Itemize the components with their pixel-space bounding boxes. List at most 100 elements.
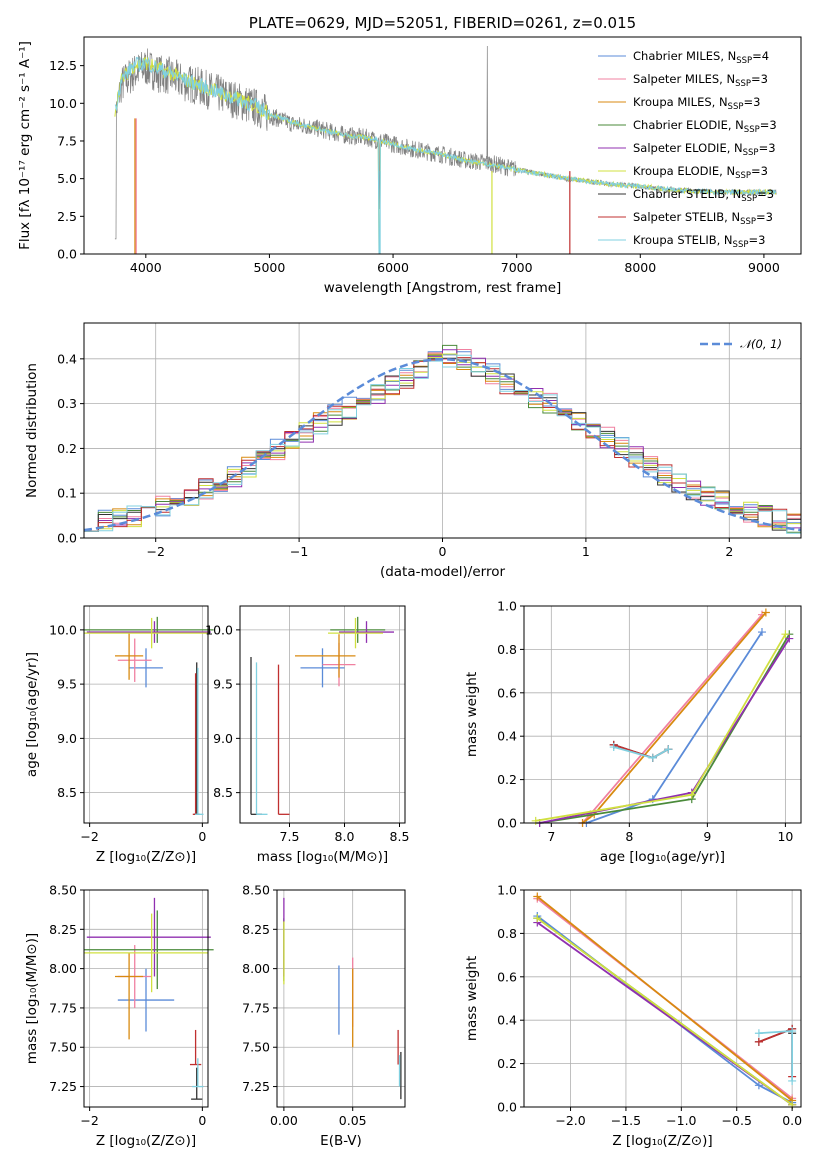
- series-line: [758, 1030, 793, 1081]
- errorbar-point: [277, 664, 290, 815]
- age_vs_Z-ylabel: age [log₁₀(age/yr)]: [24, 652, 40, 777]
- legend: [598, 55, 626, 241]
- y-tick-label: 0.0: [497, 1100, 517, 1115]
- series-marker: [781, 630, 790, 639]
- x-tick-label: −2: [146, 544, 164, 559]
- legend-value: =3: [757, 187, 774, 201]
- y-tick-label: 0.0: [57, 531, 77, 546]
- x-tick-label: 7000: [501, 260, 533, 275]
- x-tick-label: 0: [439, 544, 447, 559]
- legend-label: Chabrier MILES, NSSP=4: [633, 49, 769, 66]
- errorbar-point: [84, 913, 208, 993]
- y-tick-label: 0.6: [497, 969, 517, 984]
- y-tick-label: 8.50: [49, 883, 77, 898]
- residuals-xlabel: (data-model)/error: [380, 564, 506, 580]
- series-marker: [533, 892, 542, 901]
- y-tick-label: 7.25: [49, 1079, 77, 1094]
- series-marker: [754, 1029, 763, 1038]
- histogram-series: [83, 354, 802, 538]
- series-marker: [648, 753, 657, 762]
- y-tick-label: 9.5: [57, 677, 77, 692]
- y-tick-label: 10.0: [49, 622, 77, 637]
- y-tick-label: 9.5: [213, 677, 233, 692]
- y-tick-label: 0.1: [57, 486, 77, 501]
- x-tick-label: 6000: [377, 260, 409, 275]
- errorbar-point: [300, 648, 345, 688]
- series-marker: [785, 634, 794, 643]
- errorbar-point: [84, 617, 208, 649]
- mass_vs_EBV-frame: [276, 889, 406, 1108]
- errorbar-point: [115, 632, 144, 680]
- y-tick-label: 8.5: [57, 785, 77, 800]
- y-tick-label: 8.00: [49, 961, 77, 976]
- x-tick-label: 1: [582, 544, 590, 559]
- x-tick-label: 0: [198, 1113, 206, 1128]
- y-tick-label: 0.8: [497, 926, 517, 941]
- x-tick-label: 8000: [624, 260, 656, 275]
- legend-subscript: SSP: [728, 102, 744, 112]
- y-tick-label: 5.0: [57, 171, 77, 186]
- y-tick-label: 0.4: [57, 351, 77, 366]
- massweight_vs_age-xlabel: age [log₁₀(age/yr)]: [600, 849, 725, 865]
- massweight_vs_age-frame: [523, 605, 802, 824]
- chart-title: PLATE=0629, MJD=52051, FIBERID=0261, z=0…: [249, 14, 636, 32]
- y-tick-label: 9.0: [213, 731, 233, 746]
- y-tick-label: 8.00: [242, 961, 270, 976]
- series-marker: [761, 608, 770, 617]
- y-tick-label: 0.2: [57, 441, 77, 456]
- series-line: [536, 895, 793, 1102]
- y-tick-label: 2.5: [57, 209, 77, 224]
- x-tick-label: −1: [290, 544, 308, 559]
- age_vs_Z-axes: [84, 606, 208, 823]
- y-tick-label: 8.25: [242, 922, 270, 937]
- y-tick-label: 1.0: [497, 883, 517, 898]
- massweight_vs_Z-frame: [523, 889, 802, 1108]
- y-tick-label: 7.50: [242, 1040, 270, 1055]
- y-tick-label: 0.2: [497, 1056, 517, 1071]
- mass_vs_Z-ylabel: mass [log₁₀(M/M⊙)]: [24, 933, 40, 1064]
- y-tick-label: 0.4: [497, 729, 517, 744]
- errorbar-point: [84, 910, 214, 990]
- age_vs_mass-xlabel: mass [log₁₀(M/M⊙)]: [257, 849, 388, 865]
- y-tick-label: 1.0: [497, 599, 517, 614]
- legend-subscript: SSP: [733, 240, 749, 250]
- legend-value: =3: [756, 210, 773, 224]
- legend-label: Salpeter STELIB, NSSP=3: [633, 210, 773, 227]
- y-tick-label: 0.0: [57, 247, 77, 262]
- x-tick-label: 9000: [748, 260, 780, 275]
- y-tick-label: 7.75: [242, 1000, 270, 1015]
- series-marker: [664, 745, 673, 754]
- legend-label: Kroupa STELIB, NSSP=3: [633, 233, 765, 250]
- y-tick-label: 10.0: [205, 622, 233, 637]
- x-tick-label: 8.0: [335, 829, 355, 844]
- age_vs_mass-axes: [240, 606, 405, 823]
- y-tick-label: 8.50: [242, 883, 270, 898]
- y-tick-label: 0.3: [57, 396, 77, 411]
- spectrum-xlabel: wavelength [Angstrom, rest frame]: [324, 280, 562, 296]
- mass_vs_EBV-xlabel: E(B-V): [320, 1133, 362, 1149]
- spectrum-plot: [114, 45, 777, 254]
- x-tick-label: −1.0: [666, 1113, 696, 1128]
- errorbar-point: [195, 667, 204, 815]
- normal-curve: [83, 358, 802, 532]
- series-line: [586, 631, 763, 824]
- massweight_vs_Z-ylabel: mass weight: [464, 956, 480, 1041]
- legend-label: 𝒩(0, 1): [740, 337, 782, 351]
- errorbar-point: [86, 621, 211, 643]
- legend-label: Kroupa MILES, NSSP=3: [633, 95, 760, 112]
- x-tick-label: 5000: [254, 260, 286, 275]
- legend-subscript: SSP: [741, 194, 757, 204]
- x-tick-label: 0: [198, 829, 206, 844]
- legend-subscript: SSP: [744, 125, 760, 135]
- x-tick-label: 0.05: [339, 1113, 367, 1128]
- legend-value: =3: [751, 164, 768, 178]
- series-model: [114, 56, 777, 254]
- series-line: [535, 633, 787, 822]
- legend-value: =3: [759, 141, 776, 155]
- x-tick-label: 8.5: [390, 829, 410, 844]
- errorbar-point: [295, 634, 356, 678]
- y-tick-label: 0.0: [497, 816, 517, 831]
- series-marker: [754, 1037, 763, 1046]
- mass_vs_Z-frame: [83, 889, 209, 1108]
